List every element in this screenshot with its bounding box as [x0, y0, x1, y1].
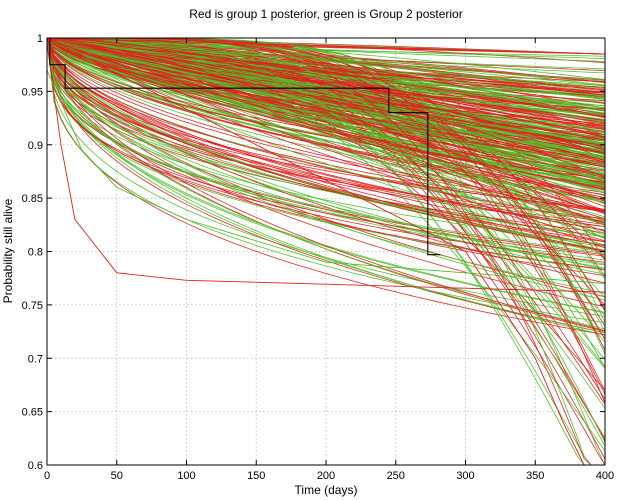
- group2-posterior-curve: [46, 37, 606, 265]
- group1-posterior-curve: [46, 37, 606, 138]
- group1-example-curve: [46, 37, 585, 466]
- group1-posterior-curve: [46, 37, 606, 136]
- group2-posterior-curve: [46, 37, 606, 245]
- group2-posterior-curve: [46, 37, 606, 254]
- group2-posterior-curve: [46, 37, 606, 334]
- x-axis-title: Time (days): [295, 483, 358, 497]
- y-tick-label: 0.75: [22, 300, 43, 312]
- group1-posterior-curve: [46, 37, 606, 146]
- group1-posterior-curve: [46, 37, 606, 234]
- x-axis: 0 50 100 150 200 250 300 350 400: [44, 38, 614, 482]
- kaplan-meier-step-line: [47, 37, 441, 256]
- group1-posterior-curve: [46, 37, 606, 164]
- x-tick-label: 250: [387, 470, 405, 482]
- group1-posterior-curve: [46, 37, 606, 334]
- group1-posterior-curve: [46, 37, 606, 242]
- group2-posterior-curve: [46, 37, 606, 261]
- x-tick-label: 400: [596, 470, 614, 482]
- group2-posterior-curve: [46, 37, 606, 116]
- y-tick-label: 0.9: [28, 140, 43, 152]
- y-tick-label: 0.65: [22, 407, 43, 419]
- group2-example-curve: [46, 69, 606, 284]
- group1-posterior-curve: [46, 37, 606, 219]
- group1-posterior-curve: [46, 37, 606, 168]
- group2-posterior-curve: [46, 37, 606, 180]
- kaplan-meier-curve: [47, 37, 441, 256]
- group1-posterior-curve: [46, 37, 606, 227]
- group1-posterior-curve: [46, 37, 606, 201]
- y-tick-label: 0.7: [28, 353, 43, 365]
- group1-posterior-curve: [46, 37, 606, 257]
- group2-posterior-curve: [46, 37, 606, 107]
- posterior-curves: [46, 37, 606, 466]
- group2-posterior-curve: [46, 37, 606, 164]
- x-tick-label: 200: [317, 470, 335, 482]
- group1-posterior-curve: [46, 37, 606, 93]
- group1-posterior-curve: [46, 37, 606, 199]
- group1-posterior-curve: [46, 37, 606, 196]
- group1-posterior-curve: [46, 37, 606, 210]
- group1-posterior-curve: [46, 37, 606, 231]
- group2-posterior-curve: [46, 37, 606, 301]
- group2-posterior-curve: [46, 37, 606, 87]
- y-tick-label: 0.8: [28, 247, 43, 259]
- chart-title: Red is group 1 posterior, green is Group…: [189, 7, 462, 21]
- y-tick-label: 0.6: [28, 460, 43, 472]
- x-tick-label: 350: [526, 470, 544, 482]
- group2-posterior-curve: [46, 37, 606, 109]
- group2-posterior-curve: [46, 37, 606, 323]
- group1-posterior-curve: [46, 37, 606, 190]
- x-tick-label: 150: [247, 470, 265, 482]
- y-axis: 0.6 0.65 0.7 0.75 0.8 0.85 0.9 0.95 1: [22, 33, 605, 472]
- y-tick-label: 0.95: [22, 86, 43, 98]
- group2-posterior-curve: [46, 37, 606, 186]
- group2-posterior-curve: [46, 37, 606, 294]
- x-tick-label: 50: [111, 470, 123, 482]
- group1-posterior-curve: [46, 37, 606, 331]
- x-tick-label: 300: [456, 470, 474, 482]
- group1-posterior-curve: [46, 37, 606, 252]
- group2-posterior-curve: [46, 37, 606, 181]
- y-axis-title: Probability still alive: [1, 198, 15, 303]
- group1-posterior-curve: [46, 37, 606, 155]
- group2-posterior-curve: [46, 37, 606, 59]
- group2-posterior-curve: [46, 37, 606, 157]
- group2-posterior-curve: [46, 37, 606, 270]
- x-tick-label: 100: [177, 470, 195, 482]
- group2-posterior-curve: [46, 37, 606, 171]
- y-tick-label: 0.85: [22, 193, 43, 205]
- group1-posterior-curve: [46, 37, 606, 210]
- group1-posterior-curve: [46, 37, 606, 247]
- group1-posterior-curve: [46, 37, 606, 223]
- group1-example-curve: [46, 43, 606, 293]
- group2-posterior-curve: [46, 37, 606, 87]
- y-tick-label: 1: [37, 33, 43, 45]
- group2-posterior-curve: [46, 37, 606, 314]
- group1-posterior-curve: [46, 37, 606, 172]
- group1-posterior-curve: [46, 37, 606, 247]
- x-tick-label: 0: [44, 470, 50, 482]
- group2-posterior-curve: [46, 37, 606, 188]
- group1-posterior-curve: [46, 37, 606, 138]
- group1-posterior-curve: [46, 37, 606, 130]
- group1-posterior-curve: [46, 37, 606, 55]
- group2-posterior-curve: [46, 37, 606, 188]
